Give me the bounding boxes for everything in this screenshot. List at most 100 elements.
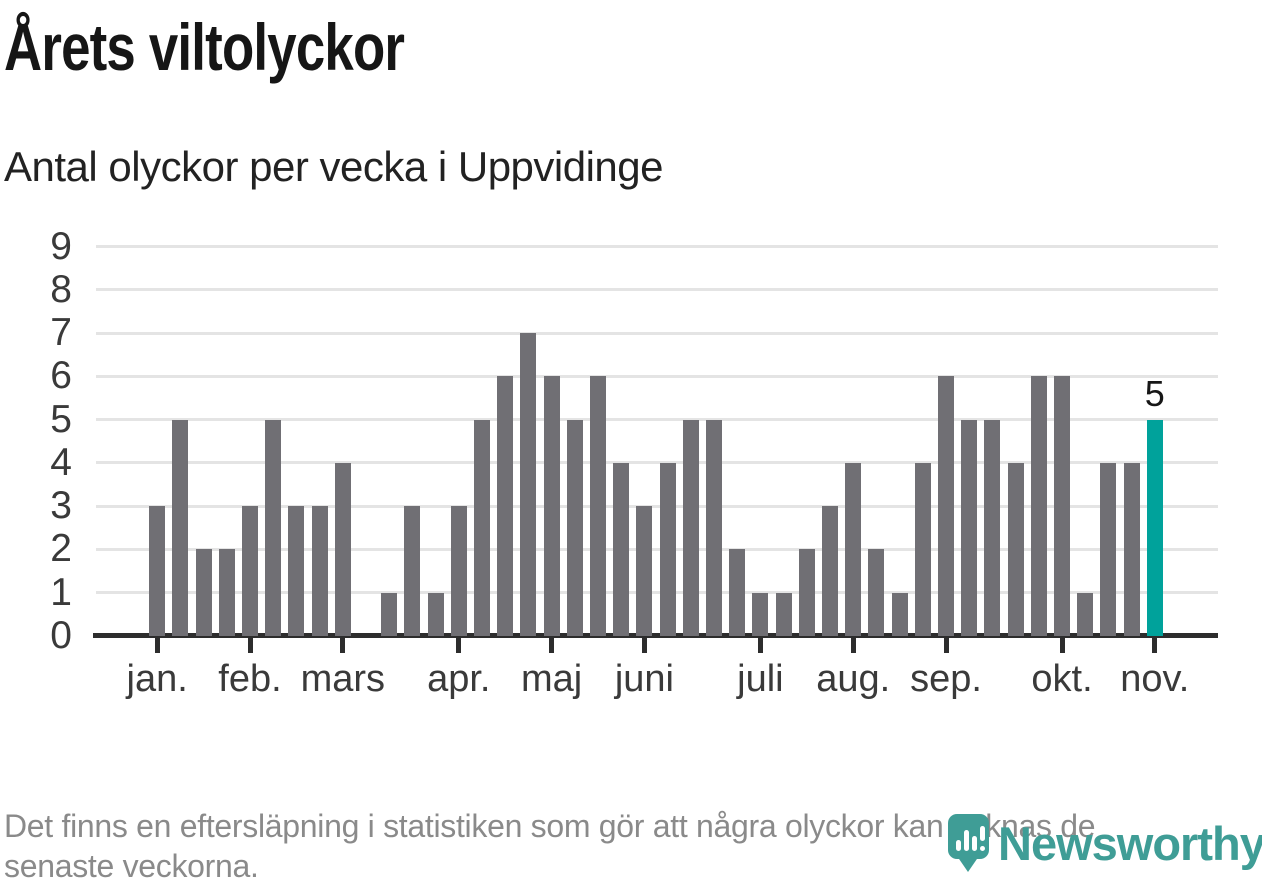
month-label-maj: maj [520, 658, 583, 700]
y-tick-label-3: 3 [50, 484, 72, 528]
bar-week-13 [427, 592, 444, 636]
y-tick-label-8: 8 [50, 267, 72, 311]
y-tick-label-0: 0 [50, 614, 72, 657]
bar-week-1 [149, 506, 166, 636]
bar-week-28 [775, 592, 792, 636]
pin-chart-bar-icon [964, 830, 969, 851]
month-label-sep: sep. [910, 658, 982, 700]
month-label-okt: okt. [1031, 658, 1093, 700]
month-tick-okt [1059, 638, 1065, 653]
highlight-value-label: 5 [1144, 372, 1165, 414]
bar-week-5 [242, 506, 258, 636]
y-tick-label-2: 2 [50, 527, 72, 571]
month-tick-mars [340, 638, 346, 653]
gridline-3 [96, 504, 1218, 508]
bar-week-9 [334, 462, 351, 636]
footnote-line-1: Det finns en eftersläpning i statistiken… [4, 808, 1096, 844]
y-tick-label-7: 7 [50, 311, 72, 355]
pin-exclamation-dot-icon [980, 846, 985, 851]
page-title: Årets viltolyckor [4, 10, 405, 84]
gridline-5 [96, 418, 1218, 422]
bar-week-41 [1077, 592, 1094, 636]
bar-week-30 [822, 506, 838, 636]
month-label-juli: juli [737, 658, 784, 700]
bar-week-17 [520, 333, 537, 636]
month-tick-jan [154, 638, 160, 653]
gridline-7 [96, 331, 1218, 335]
bar-week-34 [914, 462, 931, 636]
bar-week-35 [938, 376, 954, 636]
footnote-line-2: senaste veckorna. [4, 848, 259, 879]
newsworthy-logo-text: Newsworthy [998, 817, 1262, 870]
month-tick-nov [1152, 638, 1158, 653]
month-tick-juli [757, 638, 763, 653]
bar-week-44 [1146, 419, 1163, 636]
newsworthy-pin-icon [948, 814, 989, 859]
bar-week-22 [636, 506, 653, 636]
month-tick-feb [247, 638, 253, 653]
month-label-juni: juni [614, 658, 674, 700]
bar-week-36 [961, 419, 978, 636]
gridline-8 [96, 288, 1218, 292]
month-label-jan: jan. [126, 658, 188, 700]
bar-week-37 [984, 419, 1001, 636]
newsworthy-pin-tail [957, 856, 979, 872]
gridline-1 [96, 591, 1218, 595]
bar-week-15 [474, 419, 490, 636]
y-tick-label-6: 6 [50, 354, 72, 398]
bar-week-18 [543, 376, 560, 636]
bar-week-25 [706, 419, 722, 636]
month-tick-apr [456, 638, 462, 653]
bar-week-20 [590, 376, 606, 636]
bar-week-27 [752, 592, 769, 636]
month-tick-maj [549, 638, 555, 653]
bar-week-42 [1100, 462, 1117, 636]
bar-week-6 [265, 419, 282, 636]
gridline-2 [96, 547, 1218, 551]
bar-week-19 [566, 419, 583, 636]
pin-chart-bar-icon [972, 836, 977, 851]
month-label-nov: nov. [1120, 658, 1190, 700]
y-tick-label-4: 4 [50, 440, 72, 484]
month-tick-aug [850, 638, 856, 653]
month-label-apr: apr. [427, 658, 491, 700]
bar-week-14 [450, 506, 467, 636]
bar-week-38 [1007, 462, 1024, 636]
chart-subtitle: Antal olyckor per vecka i Uppvidinge [4, 143, 664, 190]
bar-week-40 [1054, 376, 1070, 636]
bar-week-26 [729, 549, 746, 636]
gridline-4 [96, 461, 1218, 465]
month-label-aug: aug. [816, 658, 891, 700]
x-axis-line [93, 633, 1218, 638]
gridline-6 [96, 374, 1218, 378]
bar-week-33 [891, 592, 908, 636]
bar-week-23 [659, 462, 676, 636]
y-tick-label-5: 5 [50, 397, 72, 441]
month-label-feb: feb. [218, 658, 282, 700]
bar-week-8 [311, 506, 328, 636]
bar-week-24 [682, 419, 699, 636]
y-tick-label-1: 1 [50, 570, 72, 614]
bar-week-43 [1123, 462, 1140, 636]
pin-chart-bar-icon [956, 840, 961, 851]
bar-week-7 [288, 506, 305, 636]
month-tick-sep [943, 638, 949, 653]
bar-week-31 [845, 462, 862, 636]
gridline-9 [96, 245, 1218, 249]
newsworthy-logo: Newsworthy [948, 812, 1262, 879]
bar-week-11 [381, 592, 398, 636]
bar-week-3 [195, 549, 212, 636]
bar-week-21 [613, 462, 630, 636]
bar-week-32 [868, 549, 885, 636]
y-tick-label-9: 9 [50, 224, 72, 268]
bar-week-16 [497, 376, 514, 636]
bar-week-12 [404, 506, 421, 636]
bar-week-39 [1030, 376, 1047, 636]
bar-week-2 [172, 419, 189, 636]
pin-exclamation-icon [980, 826, 985, 841]
bar-week-29 [798, 549, 815, 636]
month-label-mars: mars [300, 658, 386, 700]
bar-week-4 [218, 549, 235, 636]
